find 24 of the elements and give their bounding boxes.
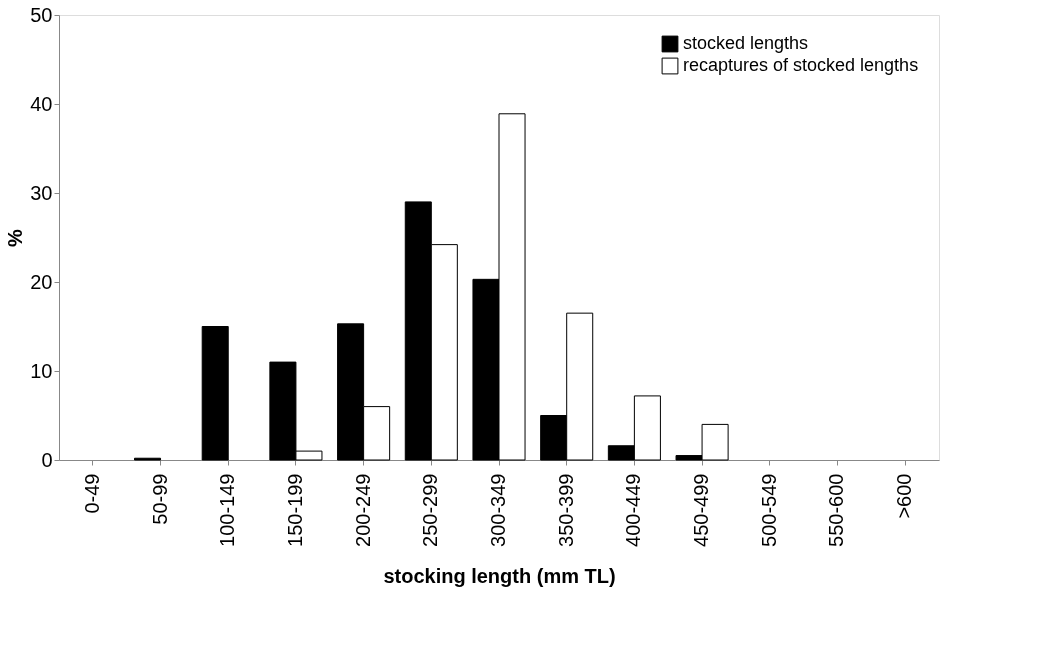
x-tick-label: 550-600 bbox=[825, 473, 848, 547]
legend-label: recaptures of stocked lengths bbox=[683, 55, 919, 75]
bar bbox=[201, 326, 229, 461]
x-tick-label: 50-99 bbox=[148, 473, 171, 525]
x-tick-label: 250-299 bbox=[419, 473, 442, 547]
x-axis-title: stocking length (mm TL) bbox=[383, 564, 616, 587]
x-tick-label: 450-499 bbox=[690, 473, 713, 547]
x-tick-label: 300-349 bbox=[487, 473, 509, 547]
x-tick-label: 0-49 bbox=[80, 473, 103, 514]
x-tick-label: 100-149 bbox=[216, 473, 239, 547]
x-tick-label: 150-199 bbox=[283, 473, 306, 547]
x-tick-label: 500-549 bbox=[757, 473, 780, 547]
y-axis-title: % bbox=[4, 228, 27, 247]
x-tick-label: >600 bbox=[893, 473, 916, 519]
y-tick-label: 0 bbox=[41, 448, 53, 471]
y-tick-label: 20 bbox=[30, 270, 53, 293]
x-tick-label: 400-449 bbox=[622, 473, 645, 547]
y-tick-label: 50 bbox=[30, 3, 53, 26]
y-tick-label: 40 bbox=[30, 92, 53, 115]
y-tick-label: 10 bbox=[30, 359, 53, 382]
y-tick-label: 30 bbox=[30, 181, 53, 204]
x-tick-label: 200-249 bbox=[351, 473, 374, 547]
x-tick-label: 350-399 bbox=[554, 473, 577, 547]
legend-label: stocked lengths bbox=[683, 33, 809, 53]
